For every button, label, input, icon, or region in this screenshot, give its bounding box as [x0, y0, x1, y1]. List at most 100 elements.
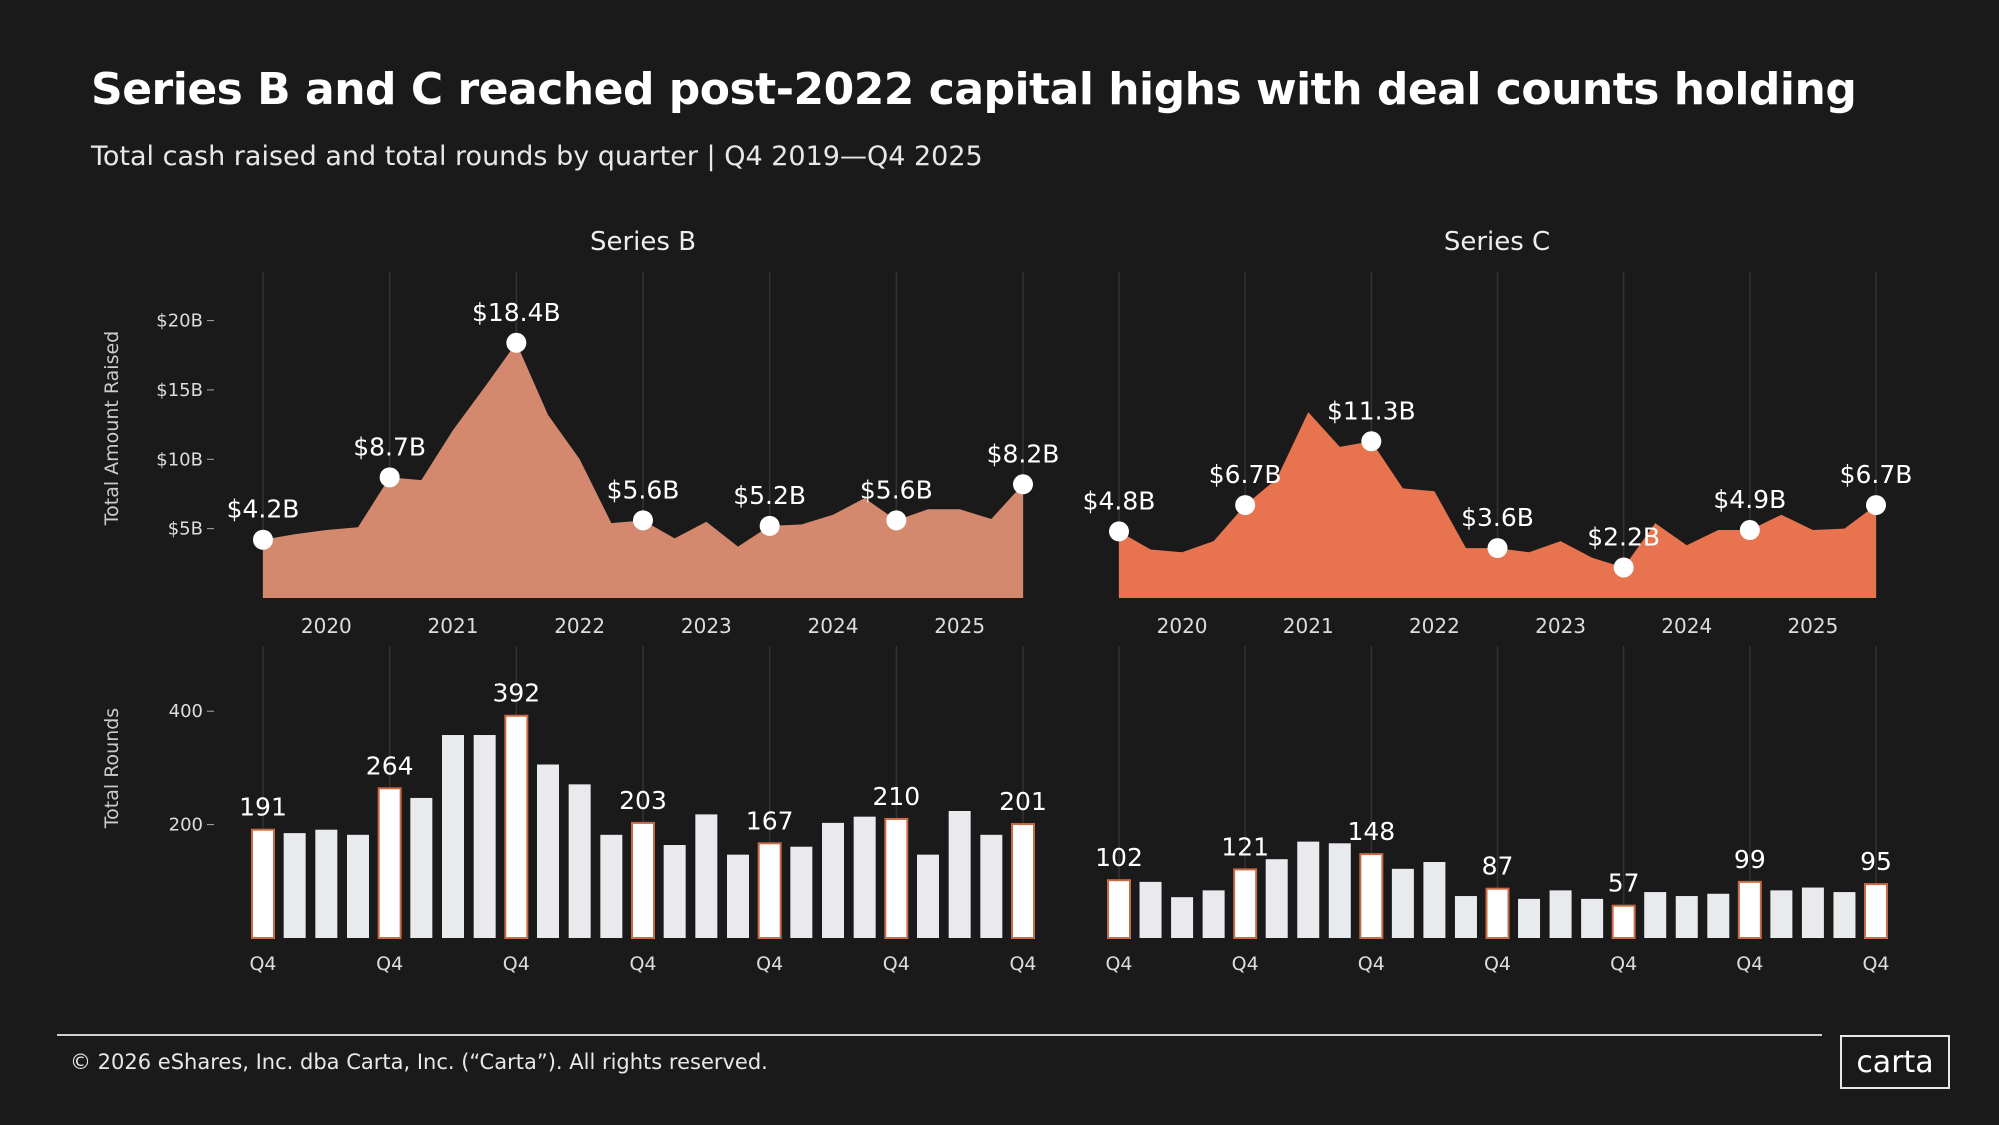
x-tick-label: Q4	[1862, 953, 1889, 975]
bar-label: 167	[746, 806, 794, 835]
data-point	[253, 529, 273, 550]
x-tick-label: 2021	[1283, 614, 1334, 638]
bar-label: 102	[1095, 843, 1143, 872]
area-series	[263, 342, 1023, 598]
x-tick-label: 2025	[934, 614, 985, 638]
bar	[1297, 841, 1320, 938]
x-tick-label: Q4	[1105, 953, 1132, 975]
data-point	[633, 510, 653, 531]
y-axis-title: Total Rounds	[101, 708, 123, 829]
bar	[1707, 893, 1730, 938]
bar-label: 264	[366, 751, 414, 780]
data-label: $2.2B	[1587, 522, 1660, 551]
bar	[980, 834, 1003, 938]
data-label: $5.6B	[607, 475, 680, 504]
bar	[315, 829, 338, 938]
data-label: $18.4B	[472, 298, 561, 327]
x-tick-label: Q4	[1232, 953, 1259, 975]
bar	[600, 834, 623, 938]
bar	[1265, 859, 1288, 938]
bar	[1171, 897, 1194, 938]
bar	[1644, 892, 1667, 938]
bar	[537, 764, 559, 938]
panel-title: Series C	[1444, 227, 1550, 257]
x-tick-label: Q4	[503, 953, 530, 975]
footer-divider	[57, 1034, 1822, 1036]
y-tick-label: 400	[169, 701, 203, 722]
y-axis-title: Total Amount Raised	[101, 331, 123, 526]
x-tick-label: Q4	[756, 953, 783, 975]
bar-label: 201	[999, 787, 1047, 816]
bar	[1107, 879, 1131, 940]
bar	[631, 821, 655, 939]
bar-label: 99	[1734, 845, 1766, 874]
x-tick-label: Q4	[1009, 953, 1036, 975]
bar	[1864, 883, 1888, 940]
data-label: $4.8B	[1083, 486, 1156, 515]
x-tick-label: 2025	[1787, 614, 1838, 638]
bar-label: 87	[1482, 852, 1514, 881]
bar	[884, 817, 909, 939]
data-label: $5.2B	[733, 481, 806, 510]
bar	[822, 822, 844, 938]
data-label: $4.9B	[1713, 485, 1786, 514]
data-point	[759, 515, 780, 536]
panel-title: Series B	[590, 227, 696, 257]
x-tick-label: Q4	[1484, 953, 1511, 975]
bar	[1359, 853, 1384, 939]
x-tick-label: Q4	[1736, 953, 1763, 975]
data-label: $3.6B	[1461, 503, 1534, 532]
y-tick-label: $15B	[156, 380, 203, 401]
copyright-text: © 2026 eShares, Inc. dba Carta, Inc. (“C…	[70, 1050, 768, 1074]
data-point	[506, 332, 527, 353]
data-point	[1361, 431, 1382, 452]
bar	[1737, 880, 1762, 940]
data-point	[1013, 474, 1033, 495]
bar	[1770, 890, 1793, 938]
bar-label: 95	[1860, 847, 1892, 876]
area-series	[1119, 412, 1876, 598]
bar-label: 121	[1221, 832, 1269, 861]
bar	[568, 784, 591, 938]
bar	[727, 854, 749, 938]
bar	[410, 797, 433, 938]
bar	[1518, 898, 1541, 938]
bar	[504, 714, 529, 940]
bar-label: 148	[1347, 817, 1395, 846]
x-tick-label: 2024	[1661, 614, 1712, 638]
bar	[1423, 862, 1446, 938]
bar	[1454, 896, 1477, 938]
data-label: $6.7B	[1209, 460, 1282, 489]
bar	[1328, 843, 1351, 938]
data-point	[886, 510, 907, 531]
chart-title: Series B and C reached post-2022 capital…	[91, 64, 1857, 115]
bar	[1139, 881, 1162, 938]
x-tick-label: Q4	[629, 953, 656, 975]
data-point	[1866, 495, 1886, 516]
x-tick-label: Q4	[376, 953, 403, 975]
data-point	[1613, 557, 1634, 578]
data-label: $4.2B	[227, 495, 300, 524]
bar	[1233, 868, 1258, 940]
bar	[1011, 823, 1035, 940]
data-point	[1487, 538, 1508, 559]
bar	[853, 816, 876, 938]
bar	[1391, 868, 1414, 938]
data-label: $6.7B	[1840, 460, 1913, 489]
bar-label: 203	[619, 786, 667, 815]
chart-subtitle: Total cash raised and total rounds by qu…	[91, 141, 983, 172]
x-tick-label: 2021	[428, 614, 479, 638]
bar	[473, 735, 496, 938]
x-tick-label: Q4	[1610, 953, 1637, 975]
bar	[663, 845, 686, 938]
bar	[442, 735, 464, 938]
data-label: $5.6B	[860, 475, 933, 504]
bar	[1485, 887, 1510, 940]
data-point	[1739, 520, 1760, 541]
x-tick-label: 2023	[681, 614, 732, 638]
data-point	[1109, 521, 1129, 542]
bar	[1549, 890, 1572, 938]
bar	[695, 814, 718, 938]
data-point	[379, 467, 400, 488]
